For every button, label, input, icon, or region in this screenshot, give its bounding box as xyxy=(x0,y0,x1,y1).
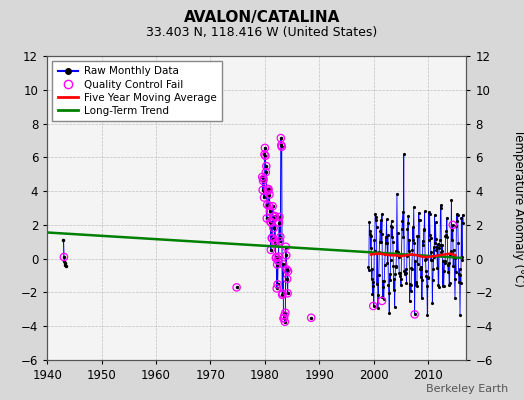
Point xyxy=(272,254,280,260)
Point xyxy=(268,235,276,241)
Point xyxy=(259,178,267,184)
Point xyxy=(278,292,286,298)
Text: Berkeley Earth: Berkeley Earth xyxy=(426,384,508,394)
Point xyxy=(280,312,289,319)
Point xyxy=(275,254,283,260)
Point xyxy=(258,187,267,193)
Point xyxy=(277,142,286,148)
Point xyxy=(270,214,278,220)
Point xyxy=(269,216,277,222)
Point xyxy=(266,219,275,225)
Point xyxy=(276,238,284,244)
Point xyxy=(264,188,272,194)
Point xyxy=(275,214,283,220)
Point xyxy=(280,315,288,321)
Point xyxy=(264,186,272,192)
Point xyxy=(266,208,274,214)
Text: AVALON/CATALINA: AVALON/CATALINA xyxy=(184,10,340,25)
Point xyxy=(277,135,285,141)
Text: 33.403 N, 118.416 W (United States): 33.403 N, 118.416 W (United States) xyxy=(146,26,378,39)
Point xyxy=(265,202,273,209)
Point xyxy=(282,266,291,273)
Point xyxy=(278,144,286,150)
Point xyxy=(60,254,68,260)
Point xyxy=(263,202,271,208)
Y-axis label: Temperature Anomaly (°C): Temperature Anomaly (°C) xyxy=(512,129,524,287)
Point xyxy=(271,240,279,246)
Point xyxy=(233,284,241,290)
Point xyxy=(269,225,278,231)
Point xyxy=(283,276,291,282)
Point xyxy=(281,244,290,250)
Point xyxy=(262,163,270,169)
Point xyxy=(261,169,270,176)
Point xyxy=(271,213,279,219)
Point xyxy=(261,145,269,151)
Point xyxy=(283,290,292,296)
Point xyxy=(267,220,276,226)
Point xyxy=(265,191,274,198)
Point xyxy=(282,252,290,258)
Point xyxy=(281,310,290,316)
Point xyxy=(271,255,280,261)
Point xyxy=(281,318,289,325)
Point xyxy=(276,234,285,240)
Point xyxy=(307,314,315,321)
Point xyxy=(268,203,277,210)
Point xyxy=(274,281,282,288)
Point xyxy=(278,290,287,297)
Point xyxy=(259,176,268,182)
Point xyxy=(274,258,282,264)
Point xyxy=(261,153,269,159)
Point xyxy=(260,151,269,158)
Point xyxy=(410,311,419,318)
Point xyxy=(260,194,268,201)
Point xyxy=(272,285,281,292)
Point xyxy=(378,298,386,304)
Point xyxy=(267,247,275,253)
Point xyxy=(268,235,276,242)
Point xyxy=(258,174,266,180)
Point xyxy=(279,315,288,322)
Point xyxy=(284,268,292,274)
Point xyxy=(275,219,283,226)
Legend: Raw Monthly Data, Quality Control Fail, Five Year Moving Average, Long-Term Tren: Raw Monthly Data, Quality Control Fail, … xyxy=(52,61,222,121)
Point xyxy=(265,186,273,192)
Point xyxy=(273,261,281,268)
Point xyxy=(270,237,279,244)
Point xyxy=(279,261,287,268)
Point xyxy=(263,215,271,222)
Point xyxy=(369,303,377,309)
Point xyxy=(449,222,457,228)
